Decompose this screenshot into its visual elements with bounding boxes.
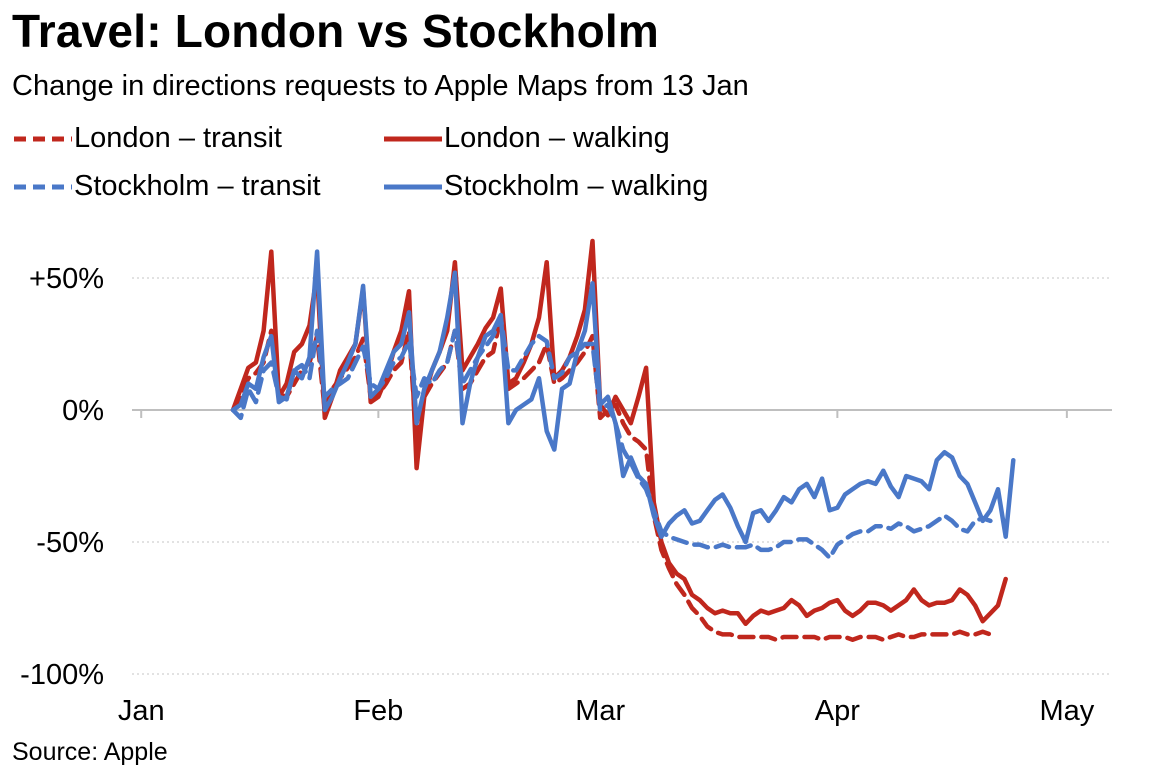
y-tick-label: 0%	[62, 395, 104, 427]
y-tick-label: +50%	[29, 263, 104, 295]
x-tick-label: May	[1039, 695, 1094, 727]
y-tick-label: -100%	[20, 659, 104, 691]
legend-label-london-transit: London – transit	[74, 122, 282, 154]
legend-stockholm-transit: Stockholm – transit	[14, 170, 321, 203]
chart-title: Travel: London vs Stockholm	[12, 5, 659, 57]
legend-label-stockholm-transit: Stockholm – transit	[74, 170, 321, 202]
x-tick-label: Feb	[353, 695, 403, 727]
legend-swatch-london-walking	[384, 136, 442, 141]
source-note: Source: Apple	[12, 738, 168, 766]
legend-swatch-stockholm-transit	[14, 184, 72, 189]
series-line-stockholm-transit	[230, 315, 993, 561]
series-line-stockholm-walking	[230, 249, 1016, 545]
y-tick-label: -50%	[36, 527, 104, 559]
legend-label-london-walking: London – walking	[444, 122, 670, 154]
legend-label-stockholm-walking: Stockholm – walking	[444, 170, 709, 202]
legend-stockholm-walking: Stockholm – walking	[384, 170, 708, 203]
x-tick-label: Apr	[815, 695, 860, 727]
x-tick-label: Jan	[118, 695, 165, 727]
legend-london-transit: London – transit	[14, 122, 282, 155]
chart-subtitle: Change in directions requests to Apple M…	[12, 70, 749, 102]
x-tick-label: Mar	[575, 695, 625, 727]
legend-swatch-stockholm-walking	[384, 184, 442, 189]
legend-london-walking: London – walking	[384, 122, 670, 155]
legend-swatch-london-transit	[14, 136, 72, 141]
